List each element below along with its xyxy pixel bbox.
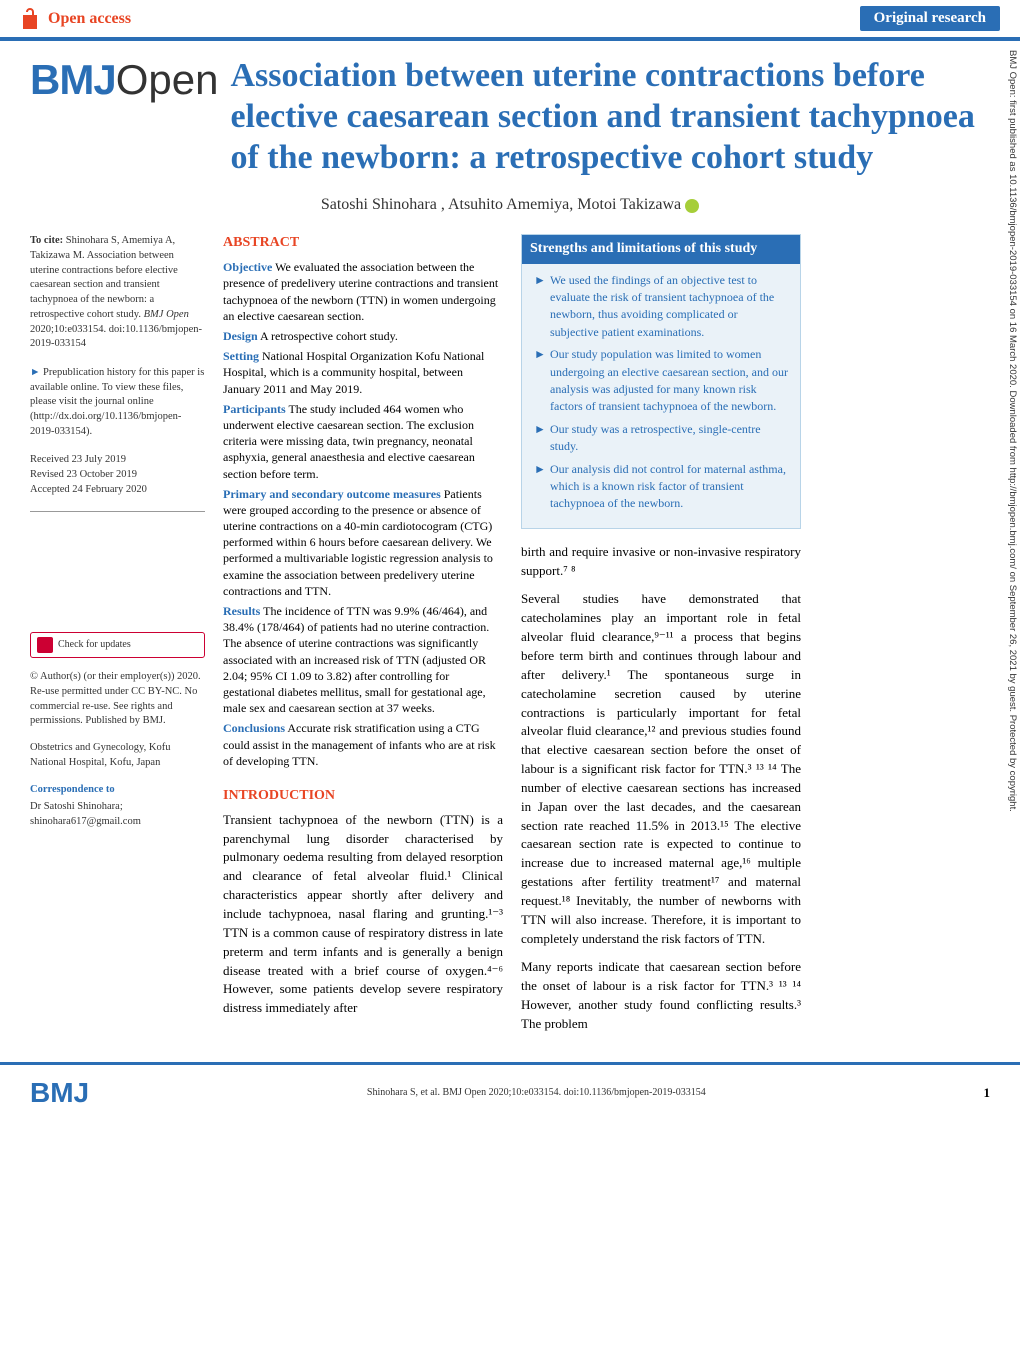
setting-text: National Hospital Organization Kofu Nati… — [223, 349, 484, 395]
check-updates-button[interactable]: Check for updates — [30, 632, 205, 658]
page-number: 1 — [984, 1085, 991, 1101]
results-label: Results — [223, 604, 260, 618]
affiliation-text: Obstetrics and Gynecology, Kofu National… — [30, 741, 205, 770]
strengths-box: Strengths and limitations of this study … — [521, 234, 801, 528]
participants-label: Participants — [223, 402, 286, 416]
header-bar: Open access Original research — [0, 0, 1020, 41]
results-text: The incidence of TTN was 9.9% (46/464), … — [223, 604, 489, 715]
strengths-list: We used the findings of an objective tes… — [534, 272, 788, 513]
dates-block: Received 23 July 2019 Revised 23 October… — [30, 453, 205, 497]
citation-suffix: 2020;10:e033154. doi:10.1136/bmjopen-201… — [30, 324, 202, 350]
conclusions-label: Conclusions — [223, 721, 285, 735]
divider — [30, 511, 205, 512]
strengths-header: Strengths and limitations of this study — [522, 235, 800, 263]
open-access-text: Open access — [48, 10, 131, 28]
right-column: Strengths and limitations of this study … — [521, 234, 801, 1043]
check-updates-text: Check for updates — [58, 638, 131, 652]
setting-label: Setting — [223, 349, 259, 363]
middle-column: Abstract Objective We evaluated the asso… — [223, 234, 503, 1043]
journal-logo: BMJOpen — [30, 56, 218, 104]
prepub-text: Prepublication history for this paper is… — [30, 367, 204, 437]
footer-logo: BMJ — [30, 1077, 89, 1109]
design-text: A retrospective cohort study. — [258, 329, 398, 343]
correspondence-header: Correspondence to — [30, 783, 205, 798]
correspondence-text: Dr Satoshi Shinohara; shinohara617@gmail… — [30, 800, 205, 829]
orcid-icon — [685, 199, 699, 213]
footer-citation: Shinohara S, et al. BMJ Open 2020;10:e03… — [367, 1087, 706, 1098]
list-item: Our analysis did not control for materna… — [534, 461, 788, 513]
prepub-block: ► Prepublication history for this paper … — [30, 366, 205, 439]
date-received: Received 23 July 2019 — [30, 453, 205, 468]
intro-text: Transient tachypnoea of the newborn (TTN… — [223, 811, 503, 1018]
design-label: Design — [223, 329, 258, 343]
article-title: Association between uterine contractions… — [230, 56, 990, 178]
list-item: Our study was a retrospective, single-ce… — [534, 421, 788, 456]
authors-line: Satoshi Shinohara , Atsuhito Amemiya, Mo… — [0, 188, 1020, 234]
date-accepted: Accepted 24 February 2020 — [30, 483, 205, 498]
objective-label: Objective — [223, 260, 272, 274]
citation-block: To cite: Shinohara S, Amemiya A, Takizaw… — [30, 234, 205, 352]
section-label: Original research — [860, 6, 1000, 31]
citation-text: Shinohara S, Amemiya A, Takizawa M. Asso… — [30, 235, 178, 319]
copyright-text: © Author(s) (or their employer(s)) 2020.… — [30, 670, 205, 729]
open-access-badge: Open access — [20, 7, 131, 31]
crossmark-icon — [37, 637, 53, 653]
authors-text: Satoshi Shinohara , Atsuhito Amemiya, Mo… — [321, 196, 681, 213]
outcomes-label: Primary and secondary outcome measures — [223, 487, 441, 501]
body-p3: Many reports indicate that caesarean sec… — [521, 958, 801, 1033]
list-item: We used the findings of an objective tes… — [534, 272, 788, 342]
outcomes-text: Patients were grouped according to the p… — [223, 487, 493, 598]
logo-open: Open — [116, 56, 219, 103]
logo-bmj: BMJ — [30, 56, 116, 103]
body-p1: birth and require invasive or non-invasi… — [521, 543, 801, 581]
sidebar: To cite: Shinohara S, Amemiya A, Takizaw… — [30, 234, 205, 1043]
body-p2: Several studies have demonstrated that c… — [521, 590, 801, 948]
intro-header: Introduction — [223, 787, 503, 806]
abstract-header: Abstract — [223, 234, 503, 253]
lock-open-icon — [20, 7, 40, 31]
citation-prefix: To cite: — [30, 235, 63, 246]
date-revised: Revised 23 October 2019 — [30, 468, 205, 483]
side-copyright-text: BMJ Open: first published as 10.1136/bmj… — [1007, 50, 1018, 1320]
list-item: Our study population was limited to wome… — [534, 346, 788, 416]
citation-journal: BMJ Open — [144, 309, 189, 320]
arrow-icon: ► — [30, 367, 43, 378]
footer: BMJ Shinohara S, et al. BMJ Open 2020;10… — [0, 1062, 1020, 1127]
